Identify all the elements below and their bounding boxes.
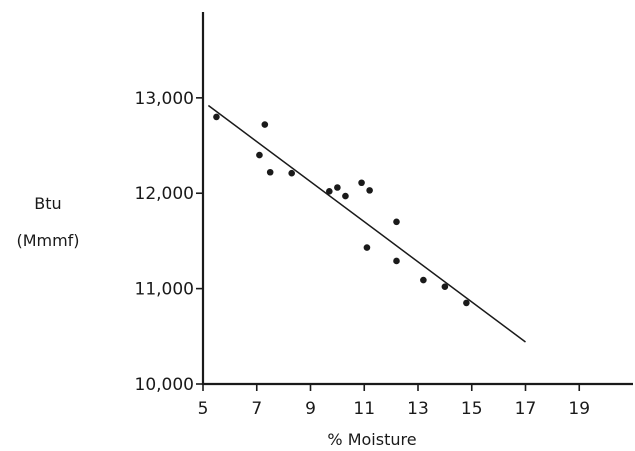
- data-point: [266, 168, 274, 176]
- data-point: [256, 151, 263, 159]
- x-tick-label: 9: [305, 399, 316, 419]
- x-tick-label: 19: [568, 399, 590, 419]
- y-tick-label: 10,000: [135, 375, 194, 395]
- data-point: [363, 244, 371, 251]
- x-tick-label: 7: [251, 399, 262, 419]
- data-point: [342, 192, 349, 200]
- x-tick-label: 13: [407, 399, 429, 419]
- fit-line-layer: [207, 104, 526, 343]
- y-ticks: 10,000 11,000 12,000 13,000: [135, 89, 203, 395]
- y-tick-label: 11,000: [135, 280, 194, 300]
- y-tick-label: 13,000: [135, 89, 194, 109]
- data-point: [420, 276, 427, 284]
- data-point: [358, 179, 365, 187]
- y-axis-title-line1: Btu: [34, 194, 61, 213]
- regression-line: [207, 104, 526, 343]
- data-point: [261, 121, 269, 128]
- data-point: [334, 184, 341, 191]
- data-point: [441, 283, 449, 291]
- data-point: [288, 169, 295, 177]
- x-tick-label: 11: [353, 399, 375, 419]
- x-tick-label: 15: [461, 399, 483, 419]
- x-tick-label: 17: [515, 399, 537, 419]
- data-point: [213, 113, 220, 121]
- points-layer: [213, 113, 470, 307]
- data-point: [326, 188, 333, 195]
- data-point: [366, 187, 373, 194]
- x-ticks: 5 7 9 11 13 15 17 19: [198, 384, 590, 419]
- y-tick-label: 12,000: [135, 184, 194, 204]
- x-axis-title: % Moisture: [327, 430, 416, 449]
- data-point: [393, 218, 400, 226]
- axis-lines: [201, 12, 633, 386]
- x-tick-label: 5: [198, 399, 209, 419]
- data-point: [463, 299, 470, 307]
- y-axis-title-line2: (Mmmf): [16, 231, 79, 250]
- axes: [201, 12, 633, 386]
- data-point: [393, 257, 400, 265]
